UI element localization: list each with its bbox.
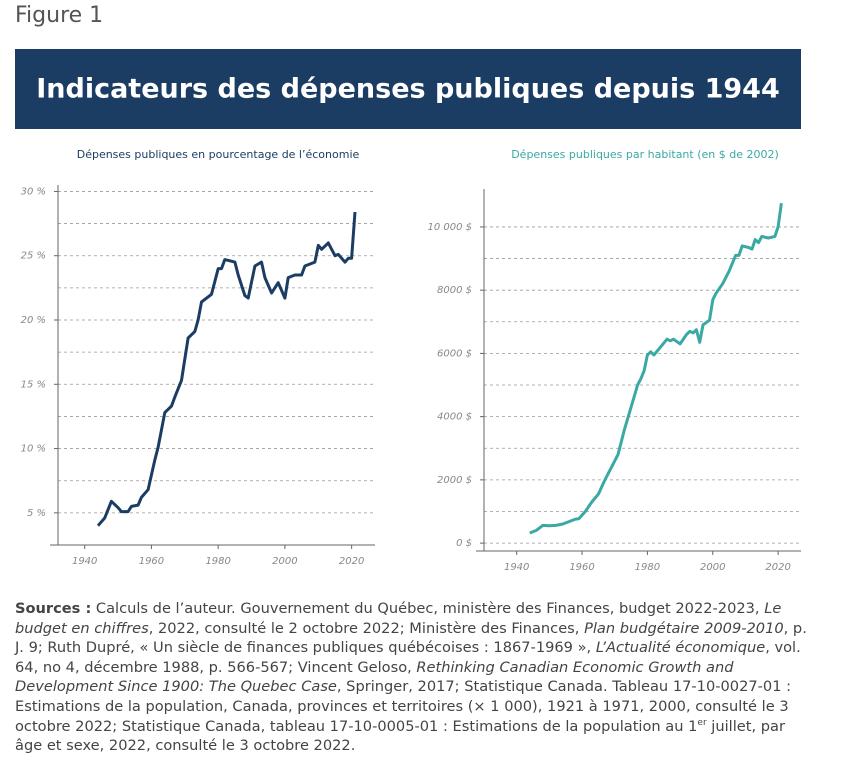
x-tick-label: 2020 [339, 556, 364, 567]
x-tick-label: 1980 [205, 556, 230, 567]
y-tick-label: 0 $ [456, 538, 472, 549]
x-tick-label: 2000 [272, 556, 297, 567]
source-text: , vol. 64, no 4, décembre 1988, p. 566-5… [15, 639, 801, 676]
source-text: , Springer, 2017; Statistique Canada. Ta… [15, 678, 792, 735]
y-tick-label: 15 % [21, 379, 46, 390]
x-tick-label: 2000 [700, 562, 725, 573]
y-tick-label: 4000 $ [437, 412, 472, 423]
source-text: Calculs de l’auteur. Gouvernement du Qué… [91, 600, 765, 617]
x-tick-label: 1940 [504, 562, 529, 573]
source-text: juillet, par âge et sexe, 2022, consulté… [15, 717, 785, 755]
data-line [96, 211, 357, 527]
y-tick-label: 8000 $ [437, 285, 472, 296]
y-tick-label: 25 % [21, 251, 46, 262]
banner [15, 49, 801, 129]
sources: Sources : Calculs de l’auteur. Gouvernem… [15, 599, 815, 756]
x-tick-label: 1980 [635, 562, 660, 573]
data-line [529, 202, 783, 535]
source-text: , p. J. 9; Ruth Dupré, « Un siècle de fi… [15, 619, 807, 657]
banner-title: Indicateurs des dépenses publiques depui… [36, 74, 780, 105]
source-text: Rethinking Canadian Economic Growth and … [15, 658, 734, 696]
y-tick-label: 2000 $ [437, 475, 472, 486]
x-tick-label: 1940 [72, 556, 97, 567]
y-tick-label: 10 % [21, 444, 46, 455]
y-tick-label: 10 000 $ [427, 222, 472, 233]
x-tick-label: 1960 [139, 556, 164, 567]
source-text: , 2022, consulté le 2 octobre 2022; Mini… [148, 619, 585, 637]
y-tick-label: 20 % [21, 315, 46, 326]
y-tick-label: 6000 $ [437, 348, 472, 359]
chart-title: Dépenses publiques en pourcentage de l’é… [77, 148, 360, 161]
x-tick-label: 2020 [765, 562, 790, 573]
chart-title: Dépenses publiques par habitant (en $ de… [511, 148, 779, 161]
chart-area: Figure 1 Indicateurs des dépenses publiq… [15, 3, 801, 573]
source-text: L’Actualité économique [595, 639, 766, 657]
source-text: Plan budgétaire 2009-2010 [584, 619, 784, 637]
y-tick-label: 30 % [21, 186, 46, 197]
source-text: Sources : [15, 600, 92, 617]
figure-label: Figure 1 [15, 3, 103, 28]
x-tick-label: 1960 [569, 562, 594, 573]
y-tick-label: 5 % [27, 508, 46, 519]
source-text: Le budget en chiffres [15, 600, 782, 637]
source-text: er [697, 717, 707, 728]
